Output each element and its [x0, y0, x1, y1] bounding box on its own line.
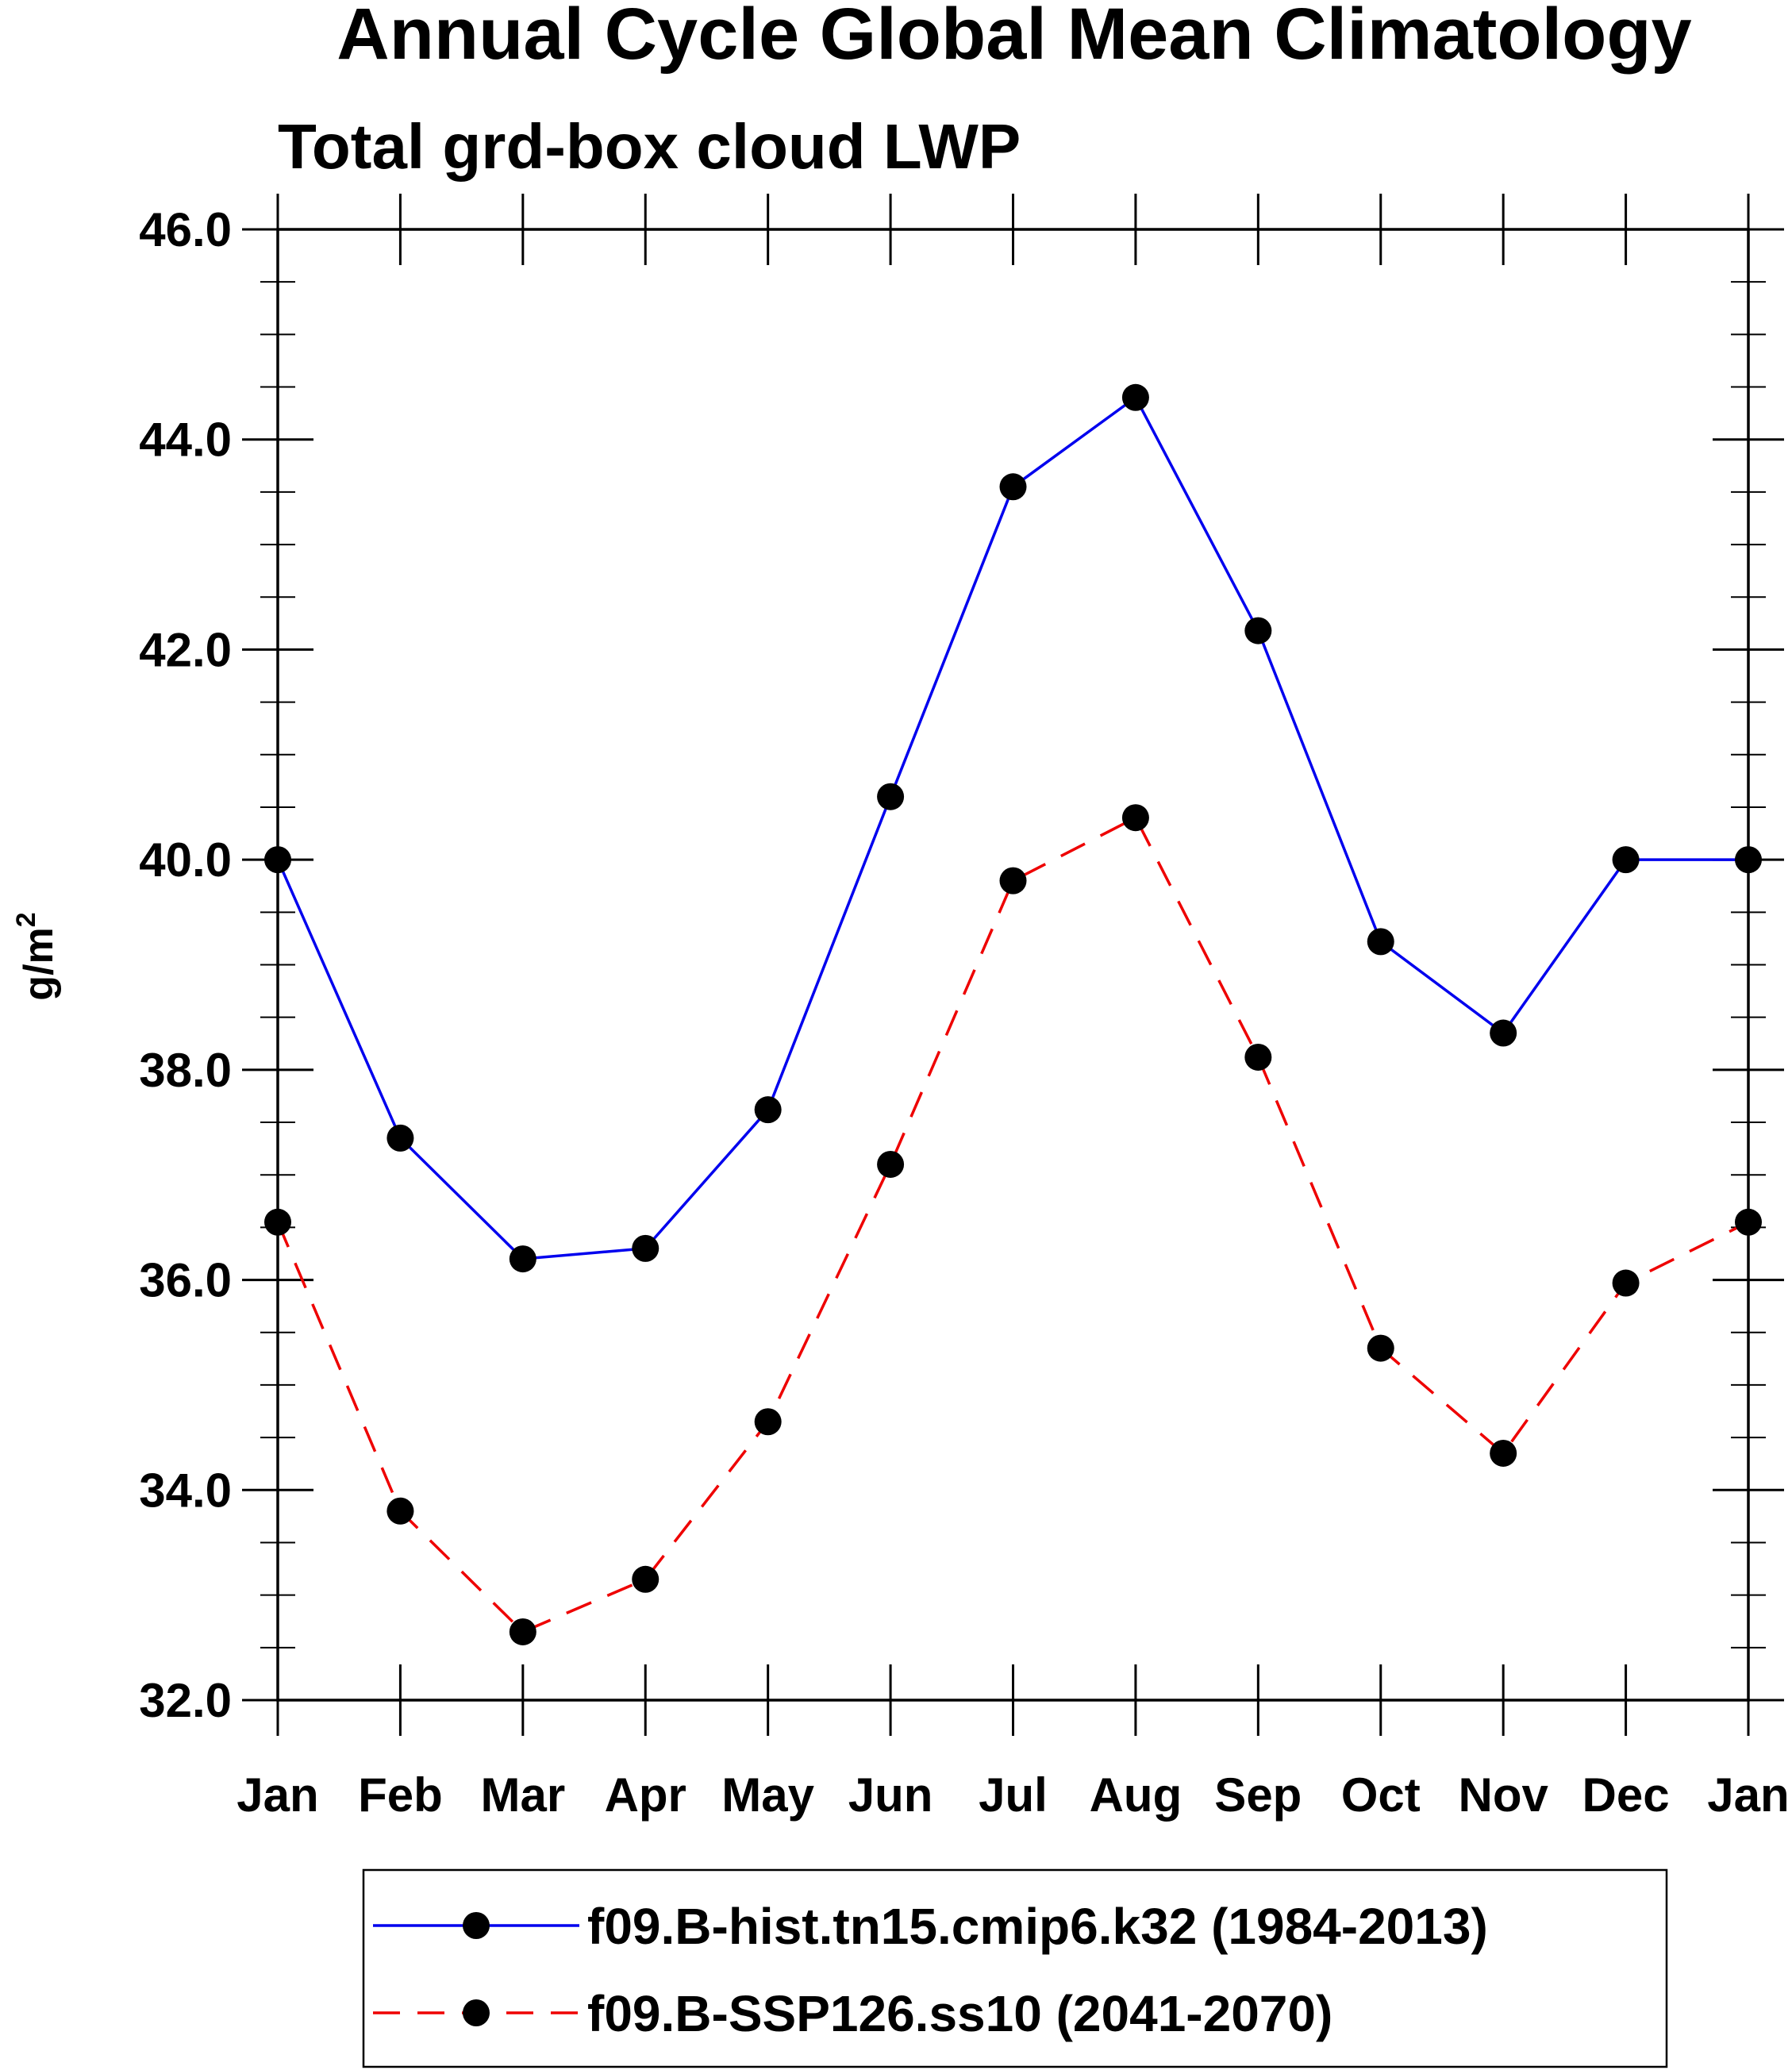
series-point-0: [754, 1096, 782, 1124]
x-tick-labels: Jan Feb Mar Apr May Jun Jul Aug Sep Oct Nov Dec Jan: [236, 1768, 1789, 1822]
series-point-1: [632, 1565, 660, 1593]
x-tick-label: Jul: [979, 1768, 1048, 1822]
series-point-0: [877, 783, 905, 810]
legend-marker-hist: [463, 1912, 490, 1939]
x-tick-label: Aug: [1090, 1768, 1182, 1822]
x-tick-label: Jan: [236, 1768, 318, 1822]
y-tick-label: 32.0: [139, 1674, 232, 1727]
series-point-1: [1244, 1043, 1272, 1071]
series-point-0: [1121, 383, 1149, 411]
x-tick-label: Nov: [1458, 1768, 1548, 1822]
legend-label-ssp126: f09.B-SSP126.ss10 (2041-2070): [587, 1985, 1332, 2042]
y-axis-label-superscript: 2: [11, 912, 41, 927]
series-point-0: [1367, 928, 1394, 956]
x-tick-label: Mar: [480, 1768, 565, 1822]
series-line-1: [276, 815, 1749, 1634]
y-tick-label: 38.0: [139, 1044, 232, 1097]
legend: f09.B-hist.tn15.cmip6.k32 (1984-2013) f0…: [362, 1868, 1668, 2068]
x-tick-label: Jan: [1707, 1768, 1789, 1822]
series-point-1: [1490, 1439, 1517, 1467]
x-tick-label: Jun: [848, 1768, 933, 1822]
series-point-0: [509, 1245, 536, 1273]
series-point-0: [386, 1124, 414, 1152]
series-line-0: [276, 395, 1748, 1260]
y-tick-label: 44.0: [139, 414, 232, 467]
chart-title: Annual Cycle Global Mean Climatology: [336, 0, 1691, 75]
y-tick-label: 34.0: [139, 1464, 232, 1517]
series-point-1: [999, 867, 1027, 895]
series-point-1: [386, 1497, 414, 1525]
legend-box: [362, 1868, 1668, 2068]
series-point-0: [1612, 846, 1640, 874]
x-tick-label: Feb: [358, 1768, 443, 1822]
series-point-0: [1244, 617, 1272, 644]
series-point-1: [509, 1618, 536, 1645]
series-point-1: [877, 1150, 905, 1178]
y-axis-label-text: g/m: [16, 927, 62, 1000]
x-tick-label: Sep: [1214, 1768, 1302, 1822]
series-point-1: [1612, 1269, 1640, 1297]
y-axis-label: g/m2: [11, 912, 62, 1000]
legend-marker-ssp126: [463, 1999, 490, 2026]
series-point-1: [754, 1408, 782, 1436]
y-tick-label: 42.0: [139, 623, 232, 676]
chart-subtitle: Total grd-box cloud LWP: [278, 111, 1021, 182]
x-tick-label: Apr: [605, 1768, 686, 1822]
y-tick-label: 40.0: [139, 833, 232, 887]
series-point-1: [1367, 1334, 1394, 1362]
x-tick-label: Oct: [1341, 1768, 1421, 1822]
series-point-1: [1121, 804, 1149, 832]
series-point-0: [1490, 1019, 1517, 1047]
plot-frame: [276, 228, 1750, 1702]
x-tick-label: Dec: [1582, 1768, 1670, 1822]
series-point-0: [999, 473, 1027, 501]
legend-label-hist: f09.B-hist.tn15.cmip6.k32 (1984-2013): [587, 1898, 1488, 1955]
x-tick-label: May: [721, 1768, 814, 1822]
svg-text:g/m2: g/m2: [11, 912, 62, 1000]
series-layer: [264, 383, 1762, 1645]
y-tick-label: 46.0: [139, 203, 232, 256]
y-tick-label: 36.0: [139, 1254, 232, 1307]
series-point-0: [632, 1234, 660, 1262]
y-tick-labels: 32.0 34.0 36.0 38.0 40.0 42.0 44.0 46.0: [139, 203, 232, 1727]
